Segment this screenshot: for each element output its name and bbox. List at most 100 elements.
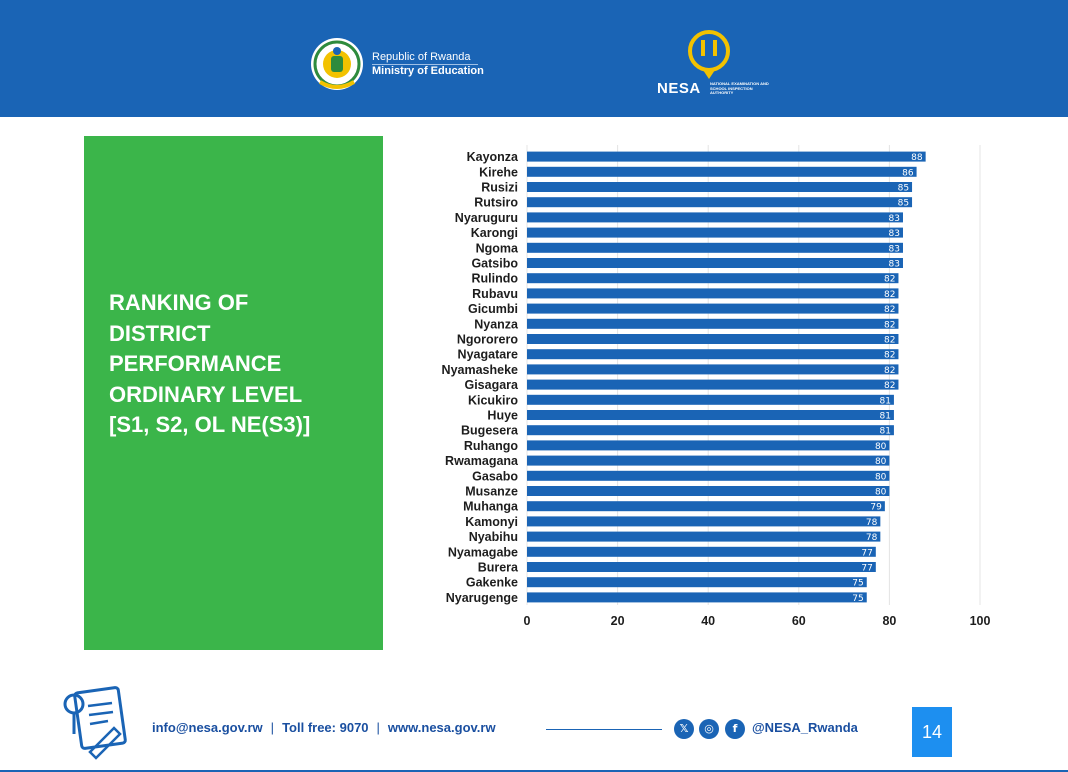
category-label: Gasabo — [472, 469, 518, 483]
category-label: Rulindo — [471, 272, 518, 286]
footer-separator: | — [270, 720, 275, 735]
x-tick-label: 20 — [611, 614, 625, 628]
category-label: Karongi — [471, 226, 518, 240]
data-label: 75 — [852, 594, 863, 604]
facebook-icon[interactable]: f — [725, 719, 745, 739]
bar — [527, 379, 899, 390]
data-label: 82 — [884, 320, 895, 330]
bottom-strip — [0, 770, 1068, 772]
slide-title-line: ORDINARY LEVEL — [109, 381, 303, 407]
category-label: Nyamagabe — [448, 545, 518, 559]
page-number: 14 — [912, 707, 952, 757]
category-label: Nyabihu — [469, 530, 518, 544]
data-label: 86 — [902, 168, 914, 178]
category-label: Ruhango — [464, 439, 519, 453]
data-label: 82 — [884, 290, 895, 300]
category-label: Bugesera — [461, 424, 519, 438]
ministry-branding: Republic of Rwanda Ministry of Education — [372, 50, 484, 78]
bar — [527, 470, 890, 481]
data-label: 85 — [898, 184, 909, 194]
data-label: 75 — [852, 579, 863, 589]
category-label: Nyagatare — [458, 348, 518, 362]
bar — [527, 440, 890, 451]
x-tick-label: 0 — [524, 614, 531, 628]
bar — [527, 486, 890, 496]
category-label: Gatsibo — [471, 257, 518, 271]
bar — [527, 151, 926, 162]
nesa-wordmark: NESA — [657, 80, 701, 97]
bar — [527, 273, 899, 284]
category-label: Nyarugenge — [446, 591, 518, 605]
data-label: 77 — [861, 564, 872, 574]
bar — [527, 258, 903, 268]
exam-paper-pen-icon — [63, 686, 127, 760]
category-label: Rubavu — [472, 287, 518, 301]
data-label: 82 — [884, 351, 895, 361]
bar — [527, 349, 899, 360]
bar — [527, 318, 899, 329]
footer-toll-free: Toll free: 9070 — [282, 720, 369, 735]
category-label: Huye — [487, 409, 518, 423]
data-label: 81 — [879, 427, 890, 437]
slide-title-line: PERFORMANCE — [109, 351, 282, 376]
data-label: 83 — [889, 229, 900, 239]
instagram-icon[interactable]: ◎ — [699, 719, 719, 739]
slide-title-line: [S1, S2, OL NE(S3)] — [109, 412, 311, 437]
data-label: 80 — [875, 442, 887, 452]
bar — [527, 227, 903, 238]
category-label: Musanze — [465, 485, 518, 499]
bar — [527, 197, 913, 208]
data-label: 80 — [875, 488, 887, 498]
slide-title: RANKING OF DISTRICT PERFORMANCE ORDINARY… — [109, 288, 379, 441]
data-label: 78 — [866, 518, 878, 528]
footer-contact: info@nesa.gov.rw | Toll free: 9070 | www.nes… — [152, 720, 496, 735]
x-tick-label: 40 — [701, 614, 715, 628]
category-label: Rutsiro — [474, 196, 518, 210]
footer-website[interactable]: www.nesa.gov.rw — [387, 720, 496, 735]
category-label: Ngoma — [476, 241, 519, 255]
data-label: 82 — [884, 275, 895, 285]
bar — [527, 303, 899, 314]
data-label: 83 — [889, 214, 900, 224]
bar — [527, 242, 903, 253]
x-icon[interactable]: 𝕏 — [674, 719, 694, 739]
bar — [527, 546, 876, 557]
data-label: 82 — [884, 305, 895, 315]
data-label: 82 — [884, 336, 895, 346]
x-tick-label: 80 — [882, 614, 896, 628]
data-label: 80 — [875, 472, 887, 482]
bar — [527, 531, 881, 542]
bar — [527, 182, 913, 192]
footer-separator: | — [376, 720, 380, 735]
category-label: Kamonyi — [465, 515, 518, 529]
data-label: 78 — [866, 533, 878, 543]
bar — [527, 562, 876, 572]
data-label: 88 — [911, 153, 923, 163]
data-label: 85 — [898, 199, 909, 209]
category-label: Ngororero — [457, 333, 518, 347]
bar — [527, 501, 885, 512]
ministry-label: Ministry of Education — [372, 65, 484, 77]
footer-divider — [546, 729, 662, 730]
bar — [527, 394, 894, 405]
bar — [527, 364, 899, 375]
footer-email[interactable]: info@nesa.gov.rw — [152, 720, 263, 735]
social-handle[interactable]: @NESA_Rwanda — [752, 720, 858, 735]
title-panel — [84, 136, 383, 650]
nesa-logo-icon — [688, 30, 730, 79]
bar — [527, 166, 917, 177]
bar — [527, 425, 894, 436]
slide-title-line: DISTRICT — [109, 320, 211, 346]
bar — [527, 516, 881, 527]
nesa-subtitle: NATIONAL EXAMINATION AND SCHOOL INSPECTI… — [710, 81, 769, 95]
data-label: 77 — [861, 548, 872, 558]
category-label: Gisagara — [464, 378, 519, 392]
bar — [527, 577, 867, 588]
bar — [527, 334, 899, 344]
republic-label: Republic of Rwanda — [372, 51, 471, 63]
data-label: 81 — [879, 412, 890, 422]
category-label: Rusizi — [481, 181, 518, 195]
data-label: 81 — [879, 396, 890, 406]
data-label: 79 — [870, 503, 882, 513]
category-label: Nyamasheke — [442, 363, 518, 377]
